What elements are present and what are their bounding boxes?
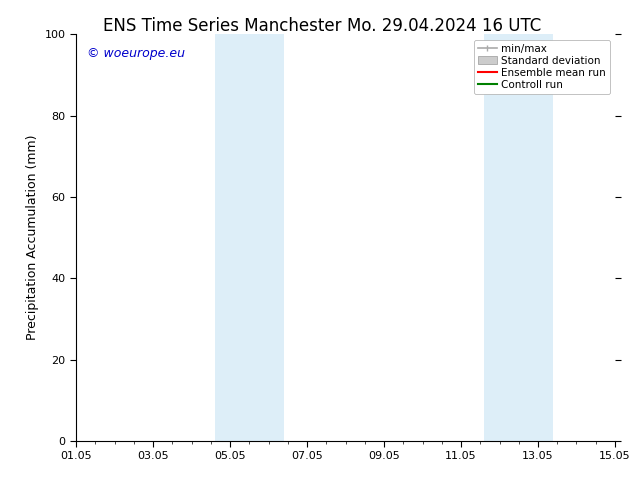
- Bar: [515, 34, 553, 441]
- Bar: [245, 34, 284, 441]
- Bar: [484, 34, 515, 441]
- Text: Mo. 29.04.2024 16 UTC: Mo. 29.04.2024 16 UTC: [347, 17, 541, 35]
- Y-axis label: Precipitation Accumulation (mm): Precipitation Accumulation (mm): [26, 135, 39, 341]
- Legend: min/max, Standard deviation, Ensemble mean run, Controll run: min/max, Standard deviation, Ensemble me…: [474, 40, 610, 94]
- Bar: [215, 34, 245, 441]
- Text: © woeurope.eu: © woeurope.eu: [87, 47, 185, 59]
- Text: ENS Time Series Manchester: ENS Time Series Manchester: [103, 17, 341, 35]
